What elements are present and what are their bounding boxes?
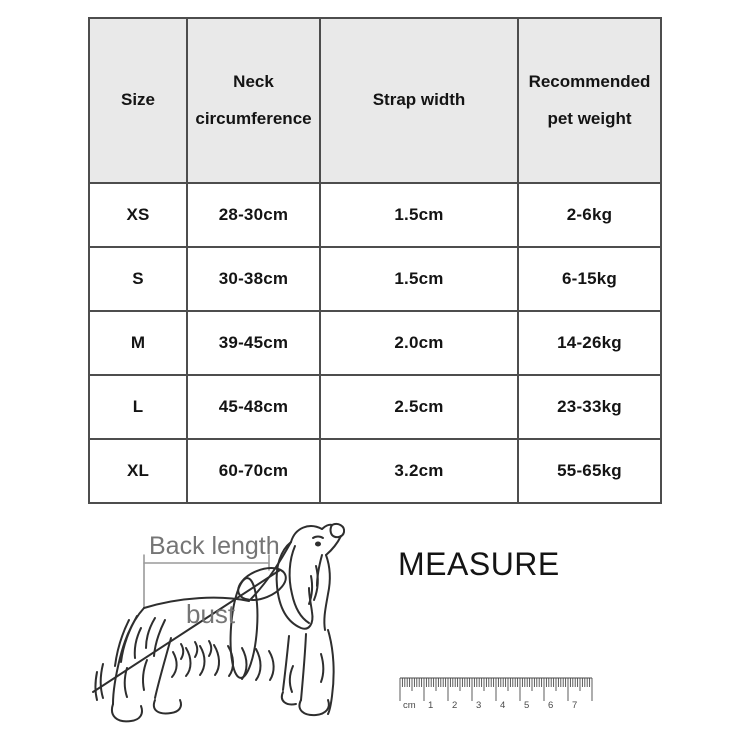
table-row-xs: XS 28-30cm 1.5cm 2-6kg xyxy=(88,182,662,248)
strap-width-cell: 3.2cm xyxy=(319,438,519,504)
neck-circumference-cell: 39-45cm xyxy=(186,310,321,376)
column-header-pet-weight: Recommended pet weight xyxy=(517,17,662,184)
ruler-number: 2 xyxy=(452,700,457,711)
bust-loop xyxy=(229,577,259,679)
strap-width-cell: 2.0cm xyxy=(319,310,519,376)
dog-eye xyxy=(315,541,321,547)
ruler-ticks xyxy=(399,678,593,701)
column-header-neck-circumference: Neck circumference xyxy=(186,17,321,184)
column-header-size: Size xyxy=(88,17,188,184)
pet-weight-cell: 23-33kg xyxy=(517,374,662,440)
pet-weight-cell: 14-26kg xyxy=(517,310,662,376)
neck-circumference-cell: 28-30cm xyxy=(186,182,321,248)
back-length-label: Back length xyxy=(149,532,280,560)
ruler-graphic: cm 1 2 3 4 5 6 7 xyxy=(399,677,593,711)
ruler-number: 3 xyxy=(476,700,481,711)
strap-width-cell: 2.5cm xyxy=(319,374,519,440)
ruler-unit-label: cm xyxy=(403,700,416,711)
neck-circumference-cell: 45-48cm xyxy=(186,374,321,440)
bust-label: bust xyxy=(186,599,236,629)
ruler-number: 6 xyxy=(548,700,553,711)
table-row-m: M 39-45cm 2.0cm 14-26kg xyxy=(88,310,662,376)
leash-line xyxy=(92,569,281,693)
size-cell: M xyxy=(88,310,188,376)
ruler-number: 7 xyxy=(572,700,577,711)
ruler-number: 5 xyxy=(524,700,529,711)
table-row-xl: XL 60-70cm 3.2cm 55-65kg xyxy=(88,438,662,504)
harness-loops xyxy=(229,566,287,679)
neck-loop xyxy=(237,566,287,602)
ruler-number: 4 xyxy=(500,700,505,711)
measure-title: MEASURE xyxy=(398,546,560,582)
size-cell: XS xyxy=(88,182,188,248)
table-header-row: Size Neck circumference Strap width Reco… xyxy=(88,17,662,184)
table-row-s: S 30-38cm 1.5cm 6-15kg xyxy=(88,246,662,312)
dog-measurement-sketch xyxy=(92,522,346,723)
pet-weight-cell: 6-15kg xyxy=(517,246,662,312)
size-cell: XL xyxy=(88,438,188,504)
neck-circumference-cell: 60-70cm xyxy=(186,438,321,504)
size-cell: S xyxy=(88,246,188,312)
pet-weight-cell: 55-65kg xyxy=(517,438,662,504)
strap-width-cell: 1.5cm xyxy=(319,246,519,312)
size-cell: L xyxy=(88,374,188,440)
neck-circumference-cell: 30-38cm xyxy=(186,246,321,312)
pet-weight-cell: 2-6kg xyxy=(517,182,662,248)
column-header-strap-width: Strap width xyxy=(319,17,519,184)
ruler-number: 1 xyxy=(428,700,433,711)
table-row-l: L 45-48cm 2.5cm 23-33kg xyxy=(88,374,662,440)
size-chart-table: Size Neck circumference Strap width Reco… xyxy=(88,17,662,504)
strap-width-cell: 1.5cm xyxy=(319,182,519,248)
